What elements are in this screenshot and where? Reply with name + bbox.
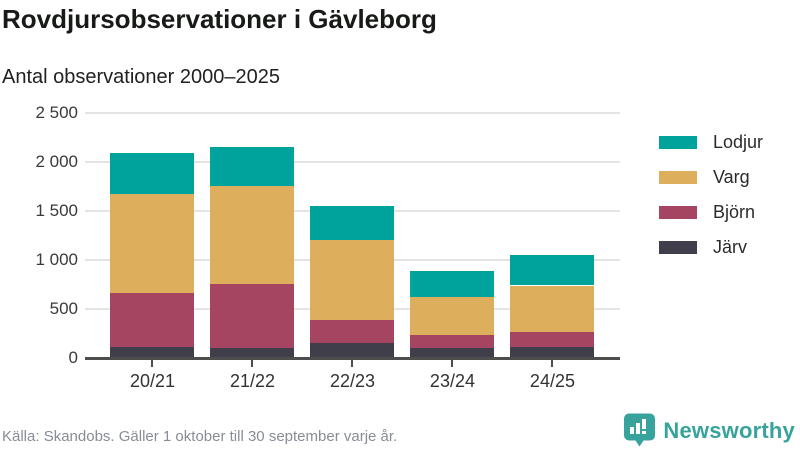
bar-segment-björn — [110, 293, 195, 348]
bar-24/25 — [510, 113, 595, 358]
bar-segment-björn — [310, 319, 395, 344]
bar-segment-järv — [310, 343, 395, 358]
bar-segment-lodjur — [210, 147, 295, 186]
x-tick — [451, 360, 454, 367]
y-tick-label: 1 500 — [35, 201, 78, 220]
legend-swatch — [659, 171, 697, 184]
x-tick — [551, 360, 554, 367]
bar-segment-varg — [210, 185, 295, 284]
newsworthy-bubble-chart-icon — [623, 413, 656, 448]
legend-item-lodjur: Lodjur — [659, 132, 763, 153]
source-note: Källa: Skandobs. Gäller 1 oktober till 3… — [2, 428, 398, 445]
newsworthy-wordmark: Newsworthy — [663, 417, 795, 443]
bar-segment-varg — [410, 297, 495, 336]
y-tick-label: 2 000 — [35, 152, 78, 171]
bar-segment-lodjur — [510, 255, 595, 286]
bar-segment-järv — [110, 347, 195, 358]
bar-segment-järv — [510, 347, 595, 358]
bar-segment-lodjur — [110, 153, 195, 195]
legend-label: Lodjur — [713, 132, 764, 152]
legend-item-björn: Björn — [659, 202, 763, 223]
bar-segment-lodjur — [310, 206, 395, 241]
x-tick-label: 22/23 — [329, 371, 375, 391]
legend-item-järv: Järv — [659, 237, 763, 258]
x-tick-label: 20/21 — [129, 371, 176, 391]
bar-21/22 — [210, 113, 295, 358]
legend-label: Björn — [713, 202, 756, 222]
legend-swatch — [659, 206, 697, 219]
x-tick — [251, 360, 254, 367]
chart-title: Rovdjursobservationer i Gävleborg — [2, 4, 437, 34]
bar-segment-björn — [410, 335, 495, 349]
bar-segment-järv — [210, 348, 295, 358]
y-axis: 0 500 1 000 1 500 2 000 2 500 — [0, 104, 78, 367]
bar-segment-björn — [510, 331, 595, 348]
bar-segment-björn — [210, 283, 295, 349]
x-axis-ticks — [85, 360, 620, 368]
y-tick-label: 500 — [49, 299, 78, 318]
y-tick-label: 1 000 — [35, 250, 78, 269]
chart-subtitle: Antal observationer 2000–2025 — [2, 66, 280, 88]
gridline — [85, 112, 620, 114]
legend-label: Varg — [713, 167, 750, 187]
bar-segment-varg — [510, 285, 595, 332]
bar-segment-järv — [410, 348, 495, 358]
x-tick — [351, 360, 354, 367]
plot-area — [85, 112, 620, 358]
gridline — [85, 161, 620, 163]
legend-item-varg: Varg — [659, 167, 763, 188]
legend-swatch — [659, 241, 697, 254]
y-tick-label: 0 — [68, 348, 78, 367]
newsworthy-logo: Newsworthy — [623, 413, 795, 448]
legend-label: Järv — [713, 237, 748, 257]
x-axis-labels: 20/21 21/22 22/23 23/24 24/25 — [85, 371, 620, 395]
x-tick — [151, 360, 154, 367]
bar-segment-lodjur — [410, 270, 495, 298]
x-tick-label: 23/24 — [429, 371, 475, 391]
x-tick-label: 24/25 — [529, 371, 575, 391]
y-tick-label: 2 500 — [35, 103, 78, 122]
bar-segment-varg — [110, 194, 195, 294]
bar-23/24 — [410, 113, 495, 358]
bar-20/21 — [110, 113, 195, 358]
x-axis-line — [85, 357, 620, 360]
x-tick-label: 21/22 — [229, 371, 275, 391]
bar-segment-varg — [310, 240, 395, 320]
bar-22/23 — [310, 113, 395, 358]
legend-swatch — [659, 136, 697, 149]
legend: Lodjur Varg Björn Järv — [659, 132, 763, 258]
